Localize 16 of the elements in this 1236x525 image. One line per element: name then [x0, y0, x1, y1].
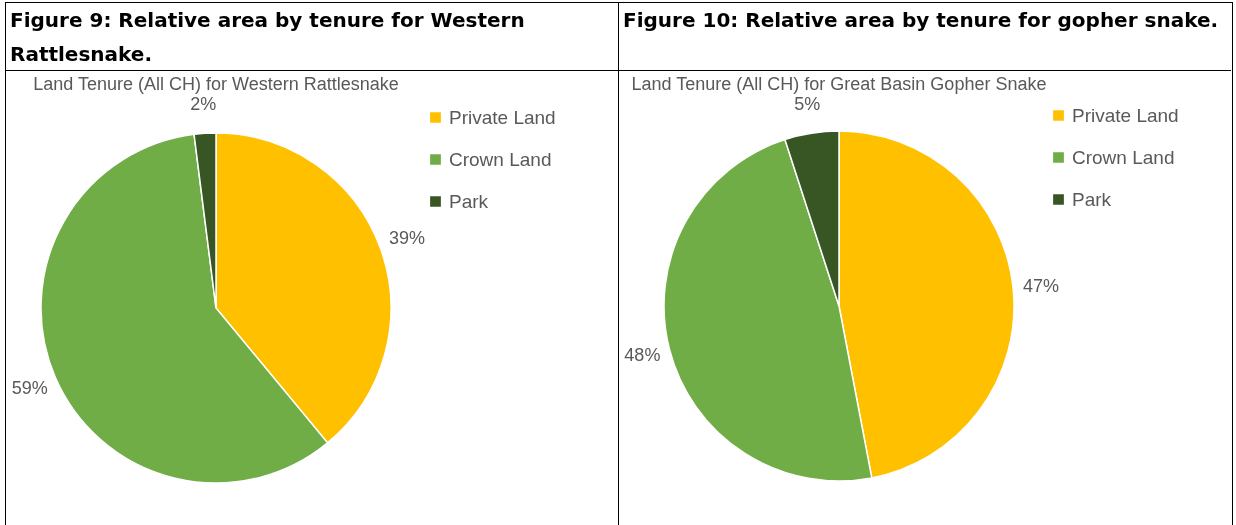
legend-label: Private Land	[449, 106, 556, 128]
data-label: 39%	[388, 228, 426, 249]
chart-subtitle: Land Tenure (All CH) for Great Basin Gopher Snake	[631, 74, 1047, 95]
chart-subtitle: Land Tenure (All CH) for Western Rattlesnake	[33, 74, 399, 95]
data-label: 48%	[624, 345, 661, 366]
legend-label: Park	[449, 190, 489, 212]
legend-label: Park	[1072, 188, 1112, 210]
legend-label: Crown Land	[1072, 146, 1175, 168]
chart-title: Figure 9: Relative area by tenure for Western Rattlesnake.	[6, 3, 618, 71]
legend-label: Private Land	[1072, 104, 1179, 126]
data-label: 59%	[11, 377, 48, 398]
chart-title: Figure 10: Relative area by tenure for gopher snake.	[619, 3, 1231, 71]
data-label: 47%	[1023, 275, 1060, 296]
legend-label: Crown Land	[449, 148, 552, 170]
data-label: 5%	[794, 94, 821, 115]
data-label: 2%	[190, 94, 217, 115]
